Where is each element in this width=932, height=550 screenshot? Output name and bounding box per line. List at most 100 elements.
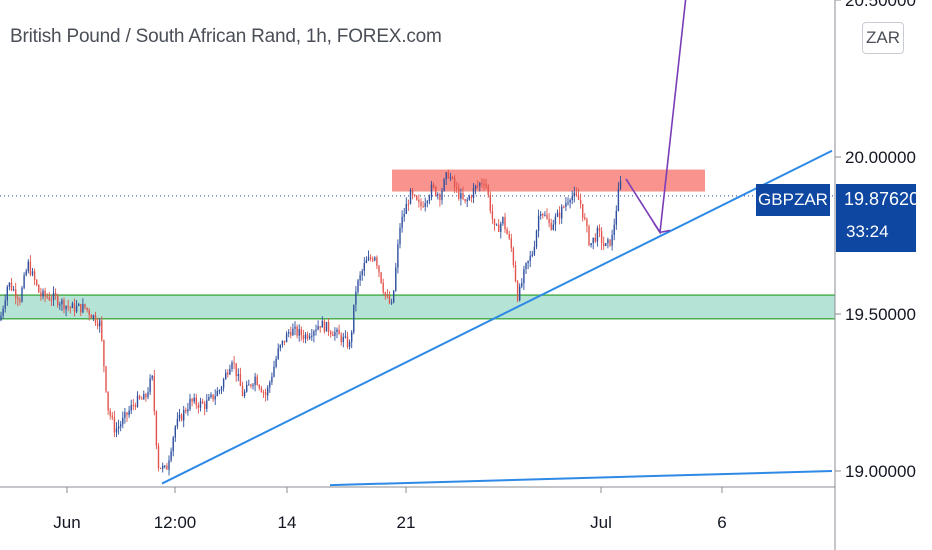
candle-body — [388, 295, 391, 304]
candle-body — [204, 403, 206, 409]
candle-body — [25, 271, 27, 276]
candle-body — [403, 214, 405, 217]
candle-body — [128, 410, 130, 416]
candle-body — [409, 189, 412, 205]
candle-body — [376, 257, 378, 266]
time-tick-label: Jul — [590, 513, 612, 532]
candle-body — [468, 196, 470, 200]
candle-body — [535, 230, 538, 247]
candle-body — [439, 194, 441, 201]
candle-body — [210, 394, 212, 397]
candle-body — [544, 214, 546, 216]
candle-body — [365, 260, 368, 263]
candle-body — [23, 275, 25, 288]
resistance-zone — [392, 169, 705, 192]
candle-body — [40, 292, 42, 297]
candle-body — [477, 185, 479, 187]
candle-body — [613, 224, 615, 235]
candle-body — [359, 275, 361, 281]
candle-body — [435, 186, 437, 196]
candle-body — [57, 295, 59, 306]
candle-body — [416, 195, 418, 200]
plot-area — [0, 0, 835, 487]
candle-body — [386, 295, 389, 297]
last-price-label: 19.87620 33:24 — [836, 184, 919, 252]
candle-body — [483, 184, 485, 186]
candle-body — [458, 188, 460, 199]
currency-button[interactable]: ZAR — [862, 22, 904, 54]
candle-body — [588, 226, 590, 246]
candle-body — [332, 334, 334, 336]
price-tick-label: 20.00000 — [845, 148, 916, 167]
candle-body — [71, 303, 74, 309]
candle-body — [187, 409, 189, 412]
candle-body — [29, 261, 32, 275]
candle-body — [309, 336, 311, 339]
candle-body — [172, 437, 174, 452]
candle-body — [590, 243, 592, 246]
candle-body — [527, 260, 529, 264]
candle-body — [315, 329, 317, 332]
candle-body — [281, 340, 284, 345]
candle-body — [519, 286, 521, 301]
candle-body — [361, 270, 363, 276]
candle-body — [540, 213, 542, 216]
candle-body — [407, 204, 410, 206]
candle-body — [607, 239, 609, 244]
candle-body — [600, 231, 603, 244]
candle-body — [298, 329, 300, 336]
candle-body — [189, 398, 191, 410]
candle-body — [611, 234, 613, 246]
candle-body — [584, 217, 586, 220]
candle-body — [122, 417, 124, 425]
bar-countdown: 33:24 — [846, 222, 889, 241]
candle-body — [516, 281, 519, 301]
candle-body — [178, 414, 181, 419]
candle-body — [422, 205, 424, 207]
candle-body — [143, 394, 145, 400]
candle-body — [235, 363, 237, 377]
candle-body — [401, 216, 403, 228]
candle-body — [399, 227, 401, 245]
candle-body — [428, 196, 431, 202]
candle-body — [212, 394, 214, 400]
candle-body — [561, 206, 563, 219]
candle-body — [33, 271, 36, 280]
candle-body — [21, 287, 23, 302]
candle-body — [300, 329, 302, 336]
candle-body — [411, 189, 414, 195]
candle-body — [48, 297, 50, 301]
candle-body — [304, 334, 307, 339]
candle-body — [424, 203, 426, 207]
candle-body — [246, 384, 248, 392]
candle-body — [124, 412, 126, 418]
candle-body — [273, 366, 275, 377]
candle-body — [353, 304, 355, 333]
candle-body — [31, 271, 34, 275]
candle-body — [12, 289, 15, 291]
candle-body — [2, 308, 4, 316]
candle-body — [218, 390, 221, 392]
candle-body — [512, 248, 515, 266]
candle-body — [420, 202, 422, 206]
candle-body — [239, 374, 242, 386]
candle-body — [111, 415, 113, 418]
candle-body — [556, 212, 559, 217]
candle-body — [432, 184, 435, 187]
candle-body — [277, 348, 279, 359]
candle-body — [254, 376, 256, 385]
candle-body — [258, 385, 260, 389]
candle-body — [92, 315, 95, 319]
candle-body — [342, 336, 344, 343]
candle-body — [395, 267, 397, 291]
candle-body — [445, 172, 447, 180]
candle-body — [382, 282, 384, 293]
candle-body — [523, 269, 525, 284]
candle-body — [185, 410, 187, 412]
candle-body — [334, 332, 336, 336]
candle-body — [542, 213, 544, 216]
candle-body — [275, 358, 277, 367]
candle-body — [525, 263, 527, 270]
